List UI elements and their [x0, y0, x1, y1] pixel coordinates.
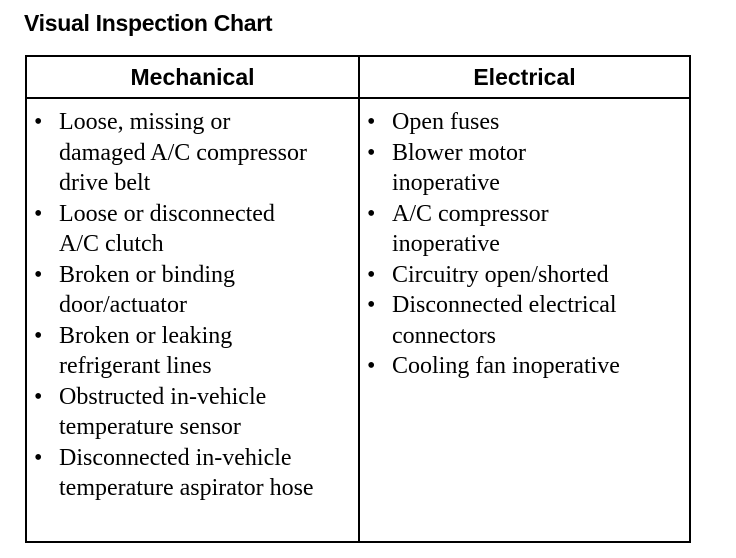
list-item: • Disconnected in-vehicle temperature asp… — [34, 444, 314, 502]
list-item: • Circuitry open/shorted — [367, 261, 609, 288]
list-item: • Loose, missing or damaged A/C compresso… — [34, 109, 307, 196]
header-mechanical: Mechanical — [25, 55, 360, 99]
mechanical-list: • Loose, missing or damaged A/C compresso… — [27, 107, 317, 504]
body-row: • Loose, missing or damaged A/C compresso… — [25, 97, 691, 543]
inspection-table: Mechanical Electrical • Loose, missing or… — [25, 55, 691, 543]
electrical-list: • Open fuses • Blower motor inoperative • A… — [360, 107, 670, 382]
list-item: • Cooling fan inoperative — [367, 353, 620, 379]
electrical-cell: • Open fuses • Blower motor inoperative • A… — [358, 97, 691, 543]
page-title: Visual Inspection Chart — [24, 10, 273, 36]
list-item: • Blower motor inoperative — [367, 139, 526, 197]
list-item: • Disconnected electrical connectors — [367, 292, 617, 349]
list-item: • A/C compressor inoperative — [367, 200, 549, 258]
list-item: • Loose or disconnected A/C clutch — [34, 200, 275, 258]
list-item: • Obstructed in-vehicle temperature senso… — [34, 383, 267, 441]
list-item: • Broken or leaking refrigerant lines — [34, 322, 233, 380]
header-electrical: Electrical — [358, 55, 691, 99]
header-row: Mechanical Electrical — [25, 55, 691, 99]
list-item: • Broken or binding door/actuator — [34, 261, 235, 319]
list-item: • Open fuses — [367, 109, 500, 135]
mechanical-cell: • Loose, missing or damaged A/C compresso… — [25, 97, 360, 543]
